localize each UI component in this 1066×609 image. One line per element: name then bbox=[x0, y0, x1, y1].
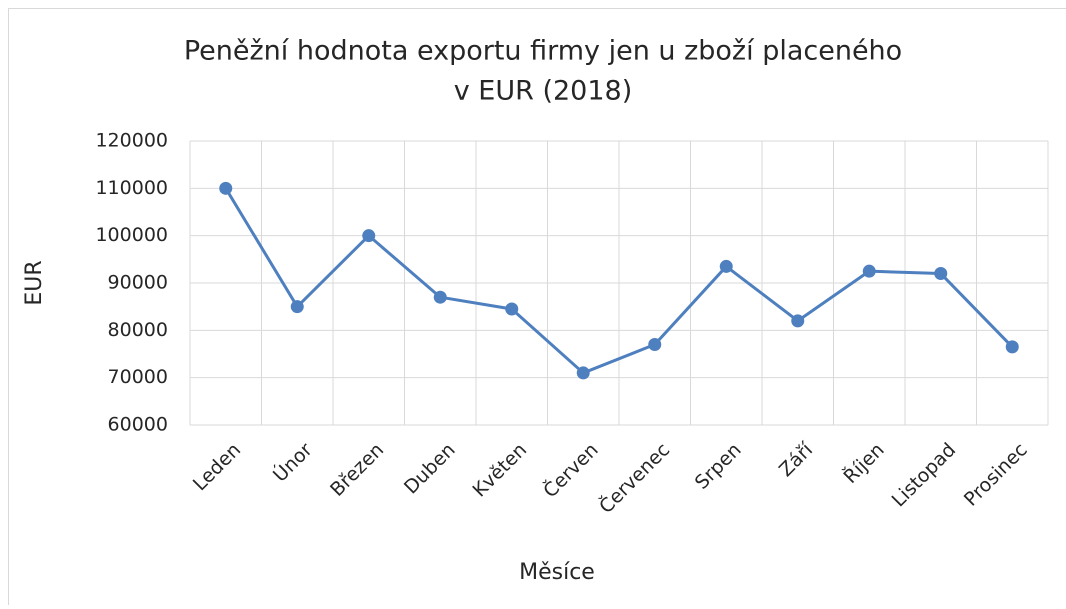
data-point bbox=[648, 338, 661, 351]
y-tick-label: 100000 bbox=[95, 224, 168, 246]
data-point bbox=[291, 300, 304, 313]
chart-title: Peněžní hodnota exportu firmy jen u zbož… bbox=[184, 36, 902, 67]
data-point bbox=[934, 267, 947, 280]
y-tick-label: 80000 bbox=[108, 319, 168, 341]
data-point bbox=[1006, 340, 1019, 353]
data-point bbox=[219, 182, 232, 195]
y-axis-title: EUR bbox=[22, 260, 47, 305]
data-point bbox=[577, 366, 590, 379]
data-point bbox=[720, 260, 733, 273]
x-axis-title: Měsíce bbox=[519, 560, 595, 585]
y-tick-label: 120000 bbox=[95, 130, 168, 152]
data-point bbox=[362, 229, 375, 242]
y-tick-label: 90000 bbox=[108, 272, 168, 294]
y-tick-label: 60000 bbox=[108, 414, 168, 436]
data-point bbox=[505, 303, 518, 316]
data-point bbox=[791, 314, 804, 327]
y-tick-label: 70000 bbox=[108, 366, 168, 388]
y-tick-label: 110000 bbox=[95, 177, 168, 199]
data-point bbox=[863, 265, 876, 278]
chart-title: v EUR (2018) bbox=[454, 76, 633, 107]
data-point bbox=[434, 291, 447, 304]
